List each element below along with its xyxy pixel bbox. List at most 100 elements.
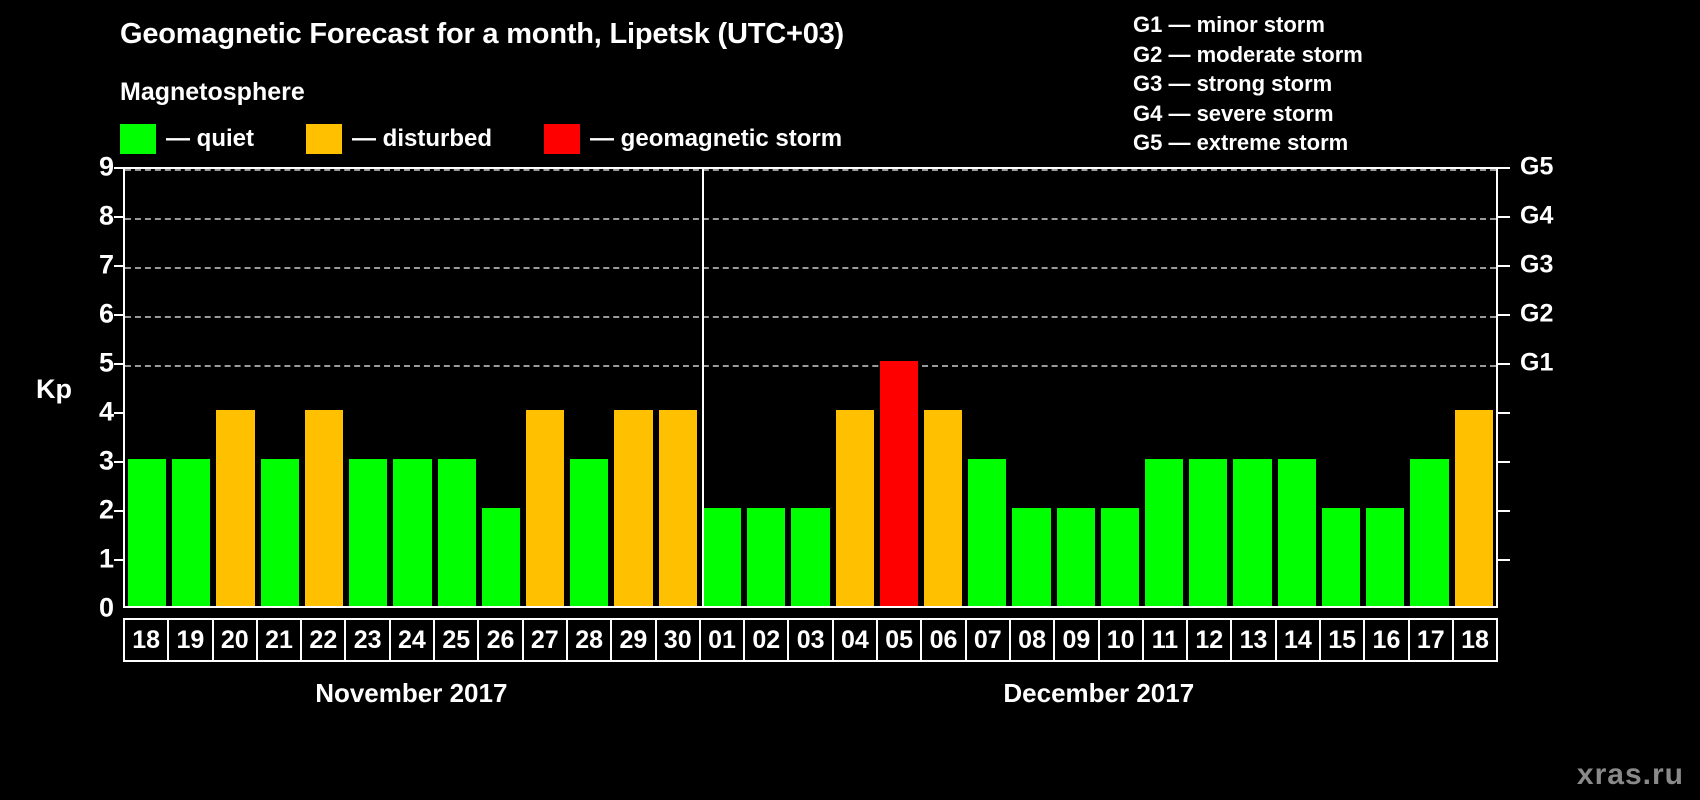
bar[interactable] [1410,459,1449,606]
bar[interactable] [1321,508,1361,606]
day-label-cell[interactable]: 20 [211,618,258,662]
bar[interactable] [1145,459,1184,606]
bar-cell[interactable] [567,169,611,606]
day-label-cell[interactable]: 18 [1451,618,1499,662]
legend-label-quiet: — quiet [166,125,254,152]
gscale-legend-row: G3 — strong storm [1133,71,1333,96]
bar[interactable] [481,508,520,606]
bar-cell[interactable] [965,169,1009,606]
day-label-cell[interactable]: 24 [388,618,436,662]
day-label-cell[interactable]: 19 [167,618,214,662]
bar[interactable] [1100,508,1140,606]
bar-cell[interactable] [656,169,700,606]
day-label-cell[interactable]: 16 [1363,618,1410,662]
day-label-cell[interactable]: 25 [433,618,480,662]
day-label-cell[interactable]: 23 [344,618,391,662]
bar[interactable] [128,459,167,606]
day-label-cell[interactable]: 28 [565,618,613,662]
day-label-cell[interactable]: 12 [1186,618,1233,662]
bar-cell[interactable] [1363,169,1407,606]
bar-cell[interactable] [302,169,346,606]
bar[interactable] [968,459,1007,606]
bar-cell[interactable] [346,169,390,606]
bar[interactable] [393,459,432,606]
day-label-cell[interactable]: 13 [1230,618,1277,662]
bar[interactable] [1277,459,1316,606]
bar-cell[interactable] [788,169,832,606]
day-label-cell[interactable]: 02 [743,618,790,662]
bar-cell[interactable] [1142,169,1186,606]
day-label-cell[interactable]: 04 [831,618,879,662]
bar-cell[interactable] [390,169,434,606]
bar-cell[interactable] [1054,169,1098,606]
bar-cell[interactable] [435,169,479,606]
bar-cell[interactable] [523,169,567,606]
bar-cell[interactable] [877,169,921,606]
bar[interactable] [1454,410,1493,606]
day-label-cell[interactable]: 15 [1319,618,1366,662]
bar-cell[interactable] [1098,169,1142,606]
day-label-cell[interactable]: 06 [920,618,967,662]
day-label-cell[interactable]: 10 [1097,618,1144,662]
bar[interactable] [658,410,697,606]
page-title: Geomagnetic Forecast for a month, Lipets… [120,18,845,50]
day-label-cell[interactable]: 21 [255,618,303,662]
bar[interactable] [702,508,742,606]
bar[interactable] [747,508,786,606]
g-axis-tick-mark [1498,265,1510,267]
bar-cell[interactable] [1452,169,1496,606]
bar-cell[interactable] [833,169,877,606]
gscale-legend-row: G2 — moderate storm [1133,41,1363,67]
bar-cell[interactable] [1230,169,1274,606]
bar[interactable] [1233,459,1272,606]
bar-cell[interactable] [921,169,965,606]
bar-cell[interactable] [1009,169,1053,606]
day-label-cell[interactable]: 18 [123,618,170,662]
g-axis-tick-mark [1498,314,1510,316]
bar[interactable] [791,508,830,606]
bar-cell[interactable] [1186,169,1230,606]
magnetosphere-legend: — quiet — disturbed — geomagnetic storm [120,122,842,156]
day-label-cell[interactable]: 08 [1008,618,1056,662]
day-label-cell[interactable]: 22 [300,618,347,662]
bar[interactable] [879,361,918,606]
bar[interactable] [172,459,211,606]
bar-cell[interactable] [213,169,257,606]
day-label-cell[interactable]: 09 [1053,618,1100,662]
day-label-cell[interactable]: 07 [964,618,1011,662]
day-label-cell[interactable]: 17 [1407,618,1454,662]
bar[interactable] [923,410,963,606]
bar[interactable] [835,410,874,606]
day-label-cell[interactable]: 14 [1274,618,1322,662]
day-label-cell[interactable]: 29 [610,618,657,662]
day-label-cell[interactable]: 30 [654,618,701,662]
bar-cell[interactable] [479,169,523,606]
bar[interactable] [570,459,609,606]
bar[interactable] [1056,508,1095,606]
bar-cell[interactable] [169,169,213,606]
bar[interactable] [614,410,653,606]
bar-cell[interactable] [611,169,655,606]
bar[interactable] [1012,508,1051,606]
bar[interactable] [525,410,565,606]
bar-cell[interactable] [125,169,169,606]
day-label-cell[interactable]: 27 [521,618,568,662]
bar[interactable] [1189,459,1228,606]
bar-cell[interactable] [258,169,302,606]
bar-cell[interactable] [1407,169,1451,606]
day-label-cell[interactable]: 01 [698,618,746,662]
day-label-cell[interactable]: 11 [1141,618,1189,662]
bar[interactable] [216,410,255,606]
bar-cell[interactable] [1319,169,1363,606]
bar[interactable] [349,459,388,606]
bar[interactable] [304,410,344,606]
bar-cell[interactable] [744,169,788,606]
bar[interactable] [437,459,476,606]
bar-cell[interactable] [700,169,744,606]
day-label-cell[interactable]: 03 [787,618,834,662]
day-label-cell[interactable]: 05 [876,618,923,662]
bar[interactable] [260,459,299,606]
bar[interactable] [1366,508,1405,606]
bar-cell[interactable] [1275,169,1319,606]
day-label-cell[interactable]: 26 [477,618,524,662]
